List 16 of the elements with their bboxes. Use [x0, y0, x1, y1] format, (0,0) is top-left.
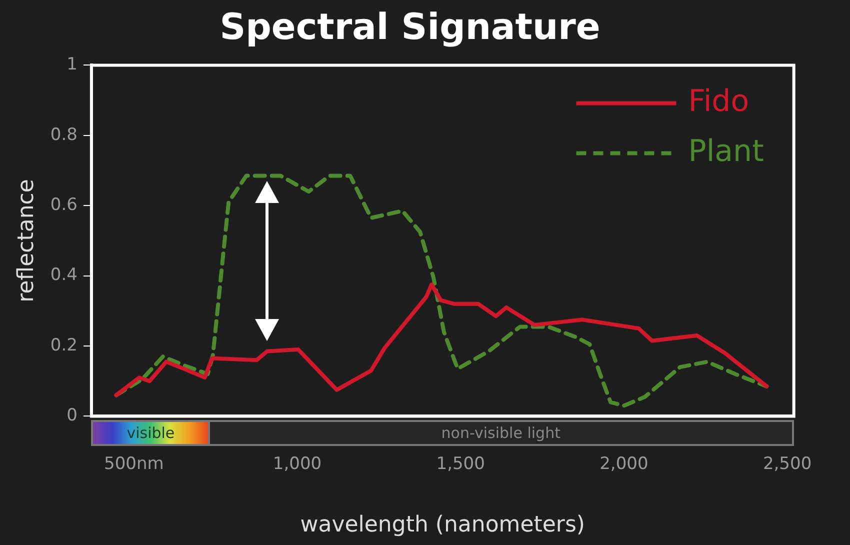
x-axis-title: wavelength (nanometers) — [300, 512, 586, 538]
y-tick-label: 0.2 — [50, 335, 78, 356]
chart-title: Spectral Signature — [220, 6, 600, 48]
y-tick-label: 0.6 — [50, 195, 78, 216]
x-tick-label: 2,000 — [600, 454, 648, 474]
y-axis-title: reflectance — [14, 179, 39, 302]
legend-label: Plant — [688, 134, 764, 169]
x-tick-label: 1,000 — [272, 454, 322, 474]
y-tick-label: 1 — [66, 54, 78, 75]
y-tick-label: 0.4 — [50, 265, 78, 286]
x-tick-label: 500nm — [104, 454, 164, 474]
legend-label: Fido — [688, 84, 750, 119]
x-tick-label: 1,500 — [436, 454, 485, 474]
x-tick-label: 2,500 — [762, 454, 812, 474]
y-tick-label: 0.8 — [50, 124, 78, 145]
y-tick-label: 0 — [66, 406, 78, 426]
